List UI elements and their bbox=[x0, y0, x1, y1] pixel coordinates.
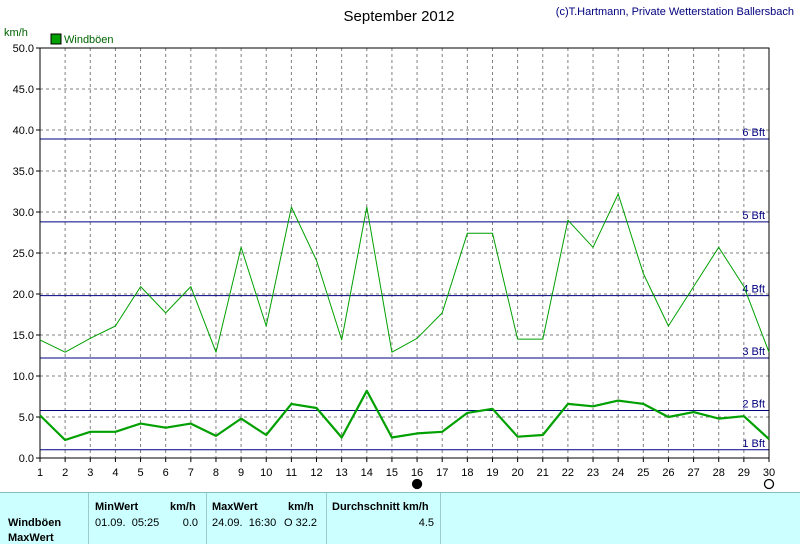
marker-hollow bbox=[765, 480, 774, 489]
x-tick-label: 14 bbox=[361, 467, 373, 479]
stats-row-label-maxwert: MaxWert bbox=[8, 532, 54, 544]
stats-max-date: 24.09. 16:30 bbox=[212, 517, 276, 529]
beaufort-label: 6 Bft bbox=[742, 127, 765, 139]
stats-min-date: 01.09. 05:25 bbox=[95, 517, 159, 529]
plot-area: 0.0 5.0 10.0 15.0 20.0 25.0 30.0 35.0 40.0 45.0 50… bbox=[13, 43, 776, 489]
y-tick-label: 5.0 bbox=[19, 412, 34, 424]
beaufort-label: 2 Bft bbox=[742, 398, 765, 410]
y-tick-label: 45.0 bbox=[13, 84, 34, 96]
x-tick-label: 8 bbox=[213, 467, 219, 479]
x-tick-label: 4 bbox=[112, 467, 118, 479]
x-tick-label: 24 bbox=[612, 467, 624, 479]
series-line-mean bbox=[40, 391, 769, 440]
x-tick-label: 13 bbox=[336, 467, 348, 479]
y-tick-label: 40.0 bbox=[13, 125, 34, 137]
x-tick-label: 28 bbox=[713, 467, 725, 479]
chart-title: September 2012 bbox=[344, 8, 455, 25]
stats-min-header: MinWert bbox=[95, 501, 138, 513]
y-tick-label: 0.0 bbox=[19, 453, 34, 465]
x-tick-label: 16 bbox=[411, 467, 423, 479]
x-tick-label: 3 bbox=[87, 467, 93, 479]
x-tick-label: 11 bbox=[286, 467, 297, 479]
y-tick-label: 20.0 bbox=[13, 289, 34, 301]
x-tick-label: 21 bbox=[537, 467, 549, 479]
stats-panel: MinWert km/h MaxWert km/h Durchschnitt k… bbox=[0, 492, 800, 544]
stats-max-header: MaxWert bbox=[212, 501, 258, 513]
x-tick-label: 29 bbox=[738, 467, 750, 479]
stats-divider bbox=[326, 493, 327, 544]
stats-max-value: O 32.2 bbox=[284, 517, 317, 529]
legend-swatch bbox=[51, 34, 61, 44]
x-tick-label: 20 bbox=[511, 467, 523, 479]
x-tick-label: 10 bbox=[260, 467, 272, 479]
y-tick-label: 30.0 bbox=[13, 207, 34, 219]
wind-chart: September 2012 (c)T.Hartmann, Private We… bbox=[0, 0, 800, 492]
x-tick-label: 26 bbox=[662, 467, 674, 479]
stats-divider bbox=[440, 493, 441, 544]
x-tick-label: 5 bbox=[137, 467, 143, 479]
beaufort-label: 3 Bft bbox=[742, 346, 765, 358]
x-tick-label: 2 bbox=[62, 467, 68, 479]
x-tick-label: 30 bbox=[763, 467, 775, 479]
x-tick-label: 17 bbox=[436, 467, 448, 479]
x-tick-label: 23 bbox=[587, 467, 599, 479]
x-tick-label: 12 bbox=[310, 467, 322, 479]
x-tick-label: 1 bbox=[37, 467, 43, 479]
y-tick-label: 10.0 bbox=[13, 371, 34, 383]
beaufort-label: 1 Bft bbox=[742, 438, 765, 450]
beaufort-label: 4 Bft bbox=[742, 284, 765, 296]
stats-divider bbox=[206, 493, 207, 544]
stats-min-unit: km/h bbox=[170, 501, 196, 513]
stats-row-label-windboeen: Windböen bbox=[8, 517, 61, 529]
y-tick-label: 15.0 bbox=[13, 330, 34, 342]
stats-divider bbox=[88, 493, 89, 544]
x-tick-label: 19 bbox=[486, 467, 498, 479]
x-tick-label: 18 bbox=[461, 467, 473, 479]
series-line-windboeen bbox=[40, 194, 769, 352]
chart-credit: (c)T.Hartmann, Private Wetterstation Bal… bbox=[556, 6, 794, 18]
y-tick-label: 25.0 bbox=[13, 248, 34, 260]
stats-avg-value: 4.5 bbox=[419, 517, 434, 529]
y-tick-label: 50.0 bbox=[13, 43, 34, 55]
y-tick-label: 35.0 bbox=[13, 166, 34, 178]
stats-min-value: 0.0 bbox=[183, 517, 198, 529]
stats-max-unit: km/h bbox=[288, 501, 314, 513]
x-tick-label: 25 bbox=[637, 467, 649, 479]
x-tick-label: 9 bbox=[238, 467, 244, 479]
stats-avg-header: Durchschnitt km/h bbox=[332, 501, 429, 513]
beaufort-label: 5 Bft bbox=[742, 210, 765, 222]
legend-label: Windböen bbox=[64, 34, 114, 46]
x-tick-label: 22 bbox=[562, 467, 574, 479]
x-tick-label: 6 bbox=[163, 467, 169, 479]
x-tick-label: 15 bbox=[386, 467, 398, 479]
marker-filled bbox=[413, 480, 422, 489]
x-tick-label: 7 bbox=[188, 467, 194, 479]
x-tick-label: 27 bbox=[687, 467, 699, 479]
y-axis-unit: km/h bbox=[4, 27, 28, 39]
